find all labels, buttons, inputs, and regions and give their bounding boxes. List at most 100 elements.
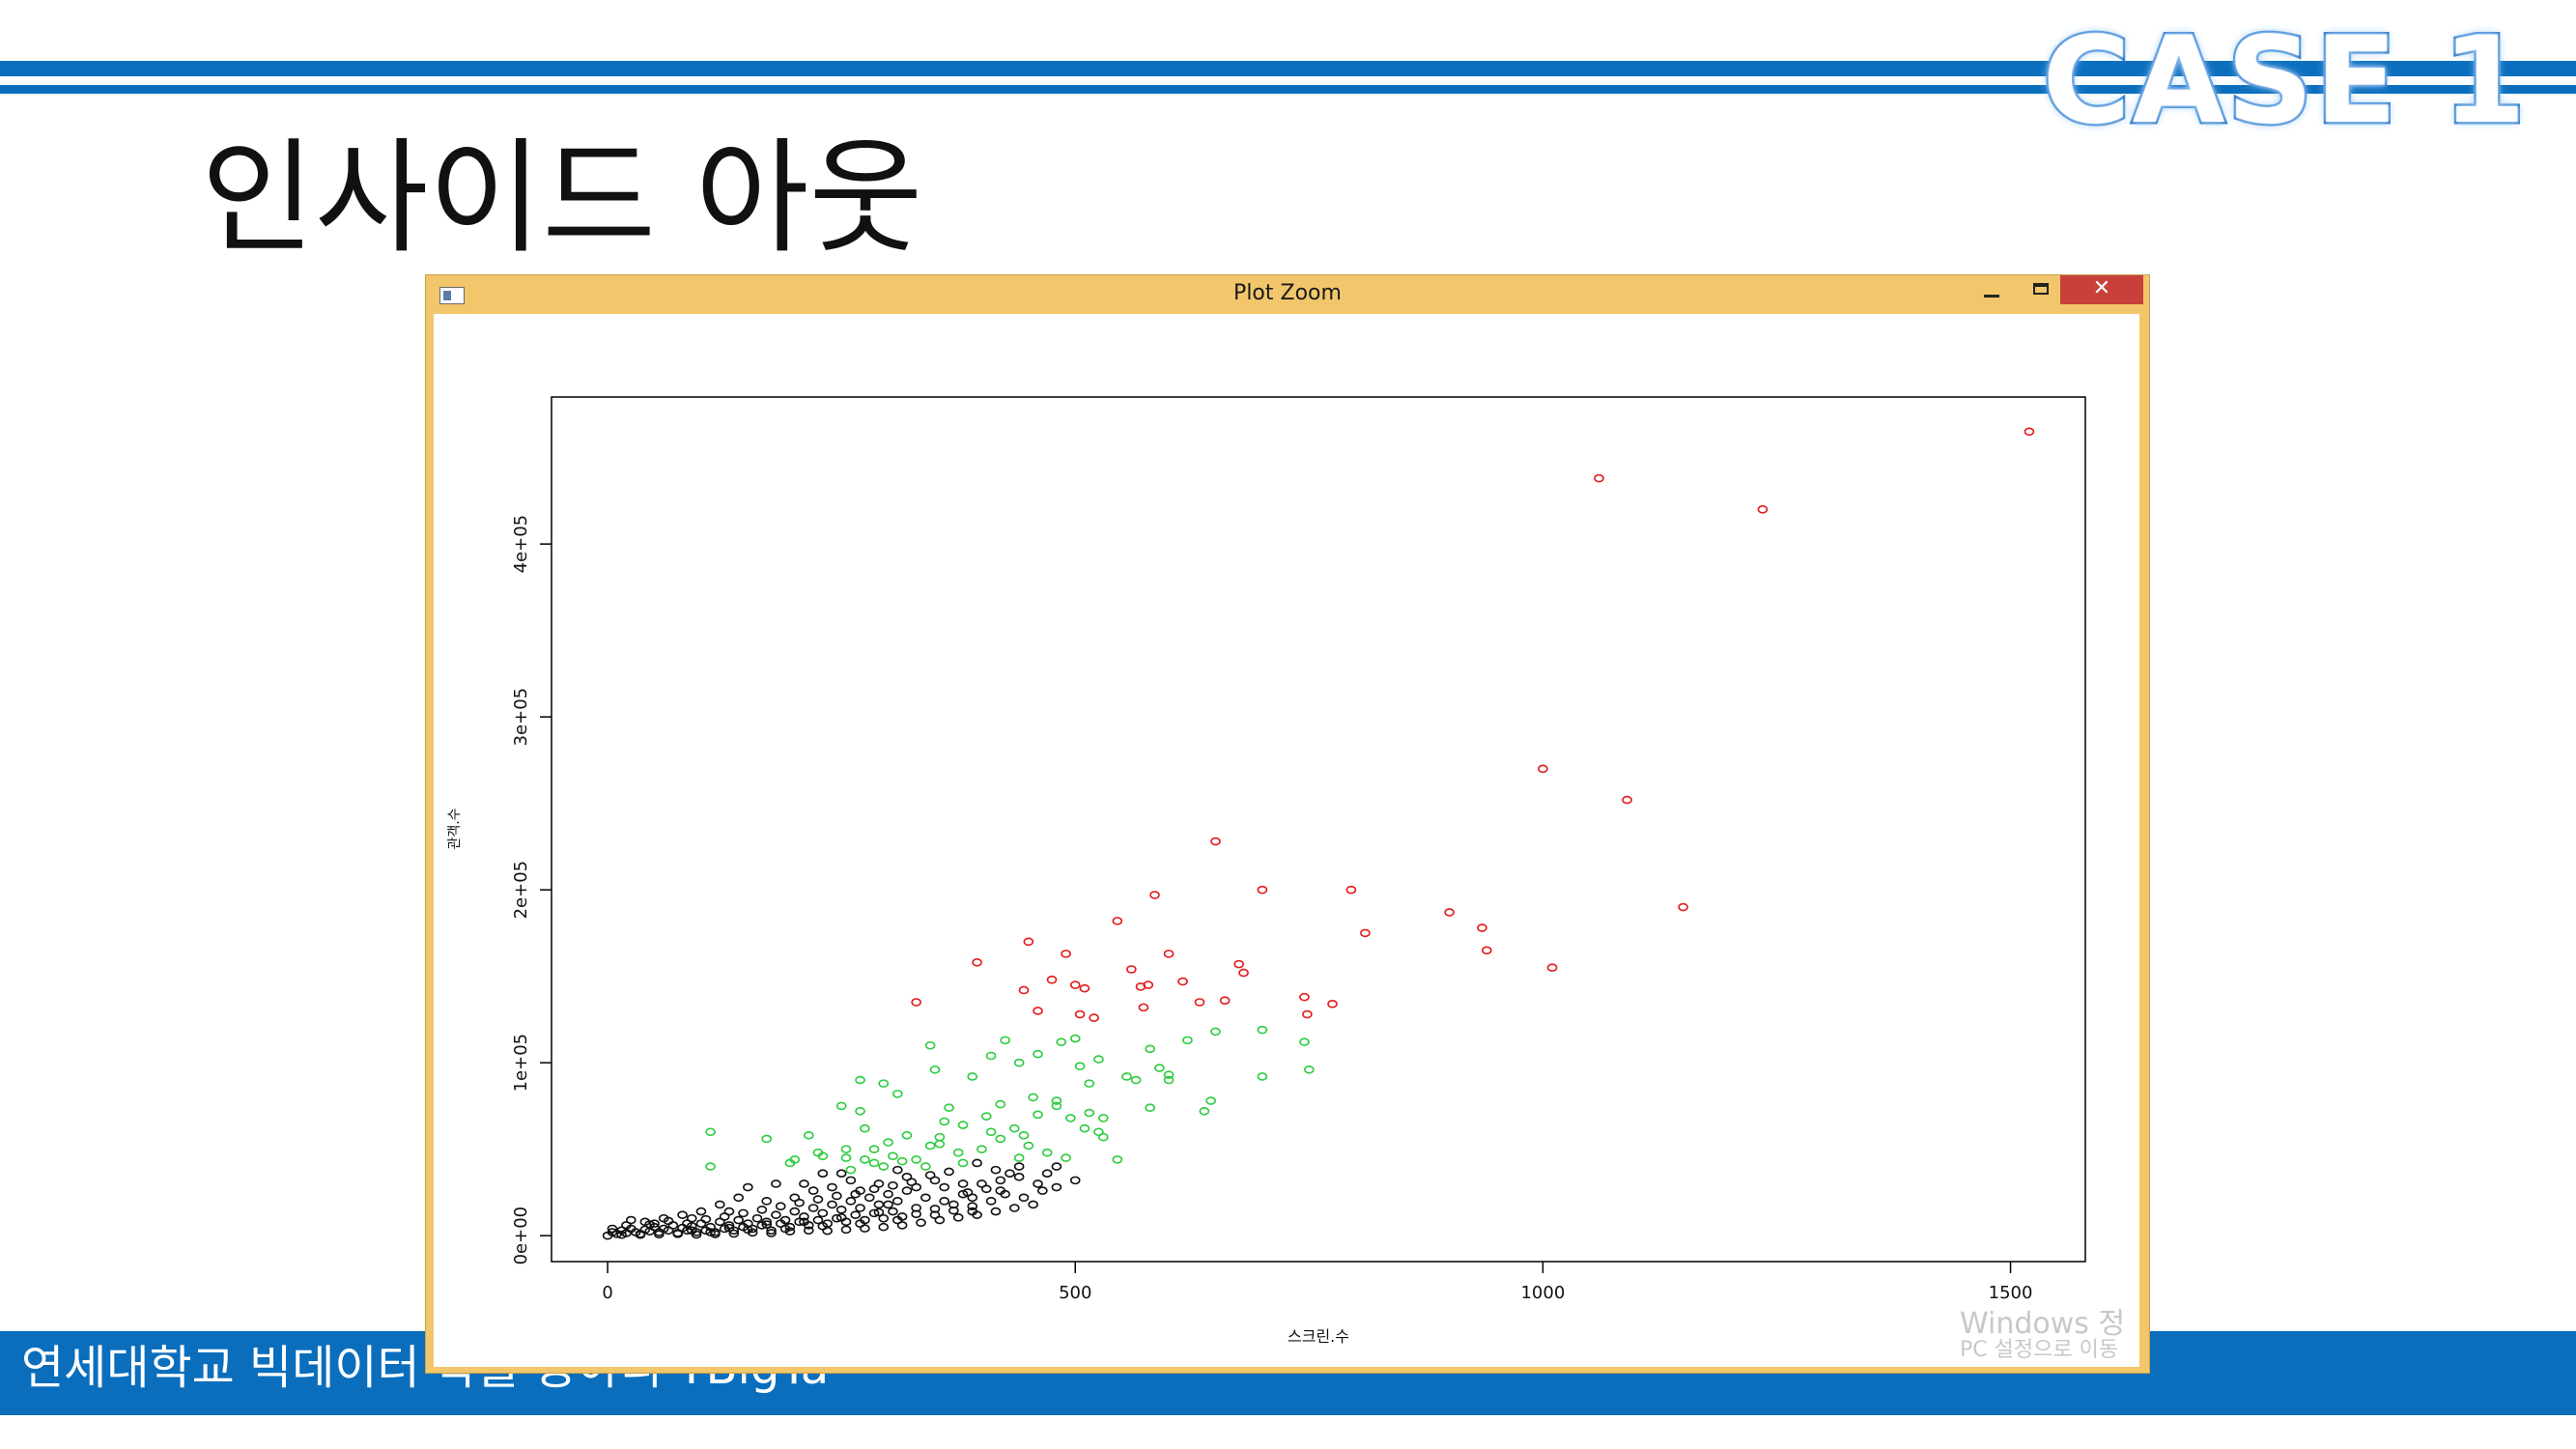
data-point xyxy=(840,1225,852,1235)
data-point xyxy=(850,1210,861,1219)
data-point xyxy=(840,1145,852,1153)
data-point xyxy=(672,1229,684,1237)
data-point xyxy=(663,1216,674,1226)
close-button[interactable]: ✕ xyxy=(2060,275,2143,304)
data-point xyxy=(817,1208,829,1218)
data-point xyxy=(682,1219,693,1228)
data-point xyxy=(1481,946,1492,955)
maximize-button[interactable] xyxy=(2018,275,2064,308)
data-point xyxy=(952,1213,964,1222)
data-point xyxy=(985,1051,997,1061)
data-point xyxy=(873,1208,885,1217)
data-point xyxy=(743,1225,753,1235)
data-point xyxy=(817,1169,829,1179)
data-point xyxy=(1018,1193,1030,1203)
data-point xyxy=(1037,1186,1048,1195)
data-point xyxy=(1000,1189,1010,1199)
r-app-icon[interactable] xyxy=(439,287,465,304)
data-point xyxy=(845,1165,857,1175)
data-point xyxy=(743,1182,753,1192)
data-point xyxy=(892,1090,903,1098)
data-point xyxy=(967,1072,978,1081)
data-point xyxy=(883,1138,893,1147)
data-point xyxy=(835,1205,847,1214)
data-point xyxy=(1009,1123,1020,1133)
data-point xyxy=(1477,923,1487,932)
data-point xyxy=(1345,885,1357,895)
data-point xyxy=(803,1131,814,1140)
data-point xyxy=(1145,1103,1156,1112)
data-point xyxy=(1013,1058,1025,1067)
data-point xyxy=(1546,963,1558,973)
x-tick-label: 1000 xyxy=(1520,1283,1565,1303)
data-point xyxy=(924,1040,936,1050)
data-point xyxy=(1199,1106,1210,1116)
data-point xyxy=(939,1197,949,1206)
data-point xyxy=(635,1230,646,1239)
data-point xyxy=(1299,992,1310,1002)
data-point xyxy=(929,1065,941,1074)
data-point xyxy=(944,1167,954,1177)
data-point xyxy=(1093,1127,1104,1137)
data-point xyxy=(952,1148,964,1157)
data-point xyxy=(1145,1044,1156,1054)
data-point xyxy=(1238,968,1249,978)
data-point xyxy=(1065,1114,1076,1122)
data-point xyxy=(771,1210,781,1219)
data-point xyxy=(1097,1132,1109,1142)
data-point xyxy=(892,1215,903,1225)
data-point xyxy=(901,1172,913,1181)
data-point xyxy=(878,1222,890,1232)
case-label: CASE 1 xyxy=(2040,12,2528,151)
data-point xyxy=(1056,1037,1067,1046)
data-point xyxy=(1005,1169,1015,1179)
data-point xyxy=(723,1207,735,1216)
data-point xyxy=(1112,917,1123,925)
data-point xyxy=(1023,1141,1034,1151)
x-tick-label: 0 xyxy=(602,1283,612,1303)
data-point xyxy=(1154,1064,1165,1072)
data-point xyxy=(784,1158,796,1168)
data-point xyxy=(1000,1036,1010,1045)
y-tick-label: 1e+05 xyxy=(511,1034,531,1093)
data-point xyxy=(920,1162,931,1171)
data-point xyxy=(1299,1037,1310,1046)
data-point xyxy=(920,1193,931,1203)
window-titlebar[interactable]: Plot Zoom ✕ xyxy=(426,275,2149,314)
data-point xyxy=(835,1169,847,1179)
data-point xyxy=(1257,885,1268,895)
data-point xyxy=(1018,985,1030,995)
minimize-button[interactable] xyxy=(1969,275,2012,308)
data-point xyxy=(714,1200,725,1209)
window-title: Plot Zoom xyxy=(1233,281,1342,305)
data-point xyxy=(686,1226,697,1236)
data-point xyxy=(1233,959,1244,969)
data-point xyxy=(723,1223,735,1233)
data-point xyxy=(1028,1200,1038,1209)
data-point xyxy=(705,1162,716,1171)
data-point xyxy=(644,1220,655,1229)
y-axis-label: 관객.수 xyxy=(447,808,463,849)
data-point xyxy=(1210,837,1221,846)
data-point xyxy=(1074,1009,1086,1019)
data-point xyxy=(803,1226,814,1236)
data-point xyxy=(812,1195,824,1204)
data-point xyxy=(1257,1025,1268,1035)
data-point xyxy=(873,1179,885,1188)
data-point xyxy=(980,1184,992,1194)
data-point xyxy=(1033,1007,1043,1015)
data-point xyxy=(840,1153,852,1162)
data-point xyxy=(1013,1153,1025,1162)
data-point xyxy=(977,1179,987,1188)
y-tick-label: 4e+05 xyxy=(511,515,531,574)
data-point xyxy=(1084,1079,1095,1088)
data-point xyxy=(794,1198,805,1208)
data-point xyxy=(1069,1034,1081,1043)
data-point xyxy=(990,1207,1002,1216)
data-point xyxy=(1121,1072,1132,1081)
data-point xyxy=(883,1189,893,1199)
data-point xyxy=(789,1193,801,1203)
data-point xyxy=(827,1182,837,1192)
x-tick-label: 1500 xyxy=(1989,1283,2033,1303)
data-point xyxy=(1149,891,1160,899)
